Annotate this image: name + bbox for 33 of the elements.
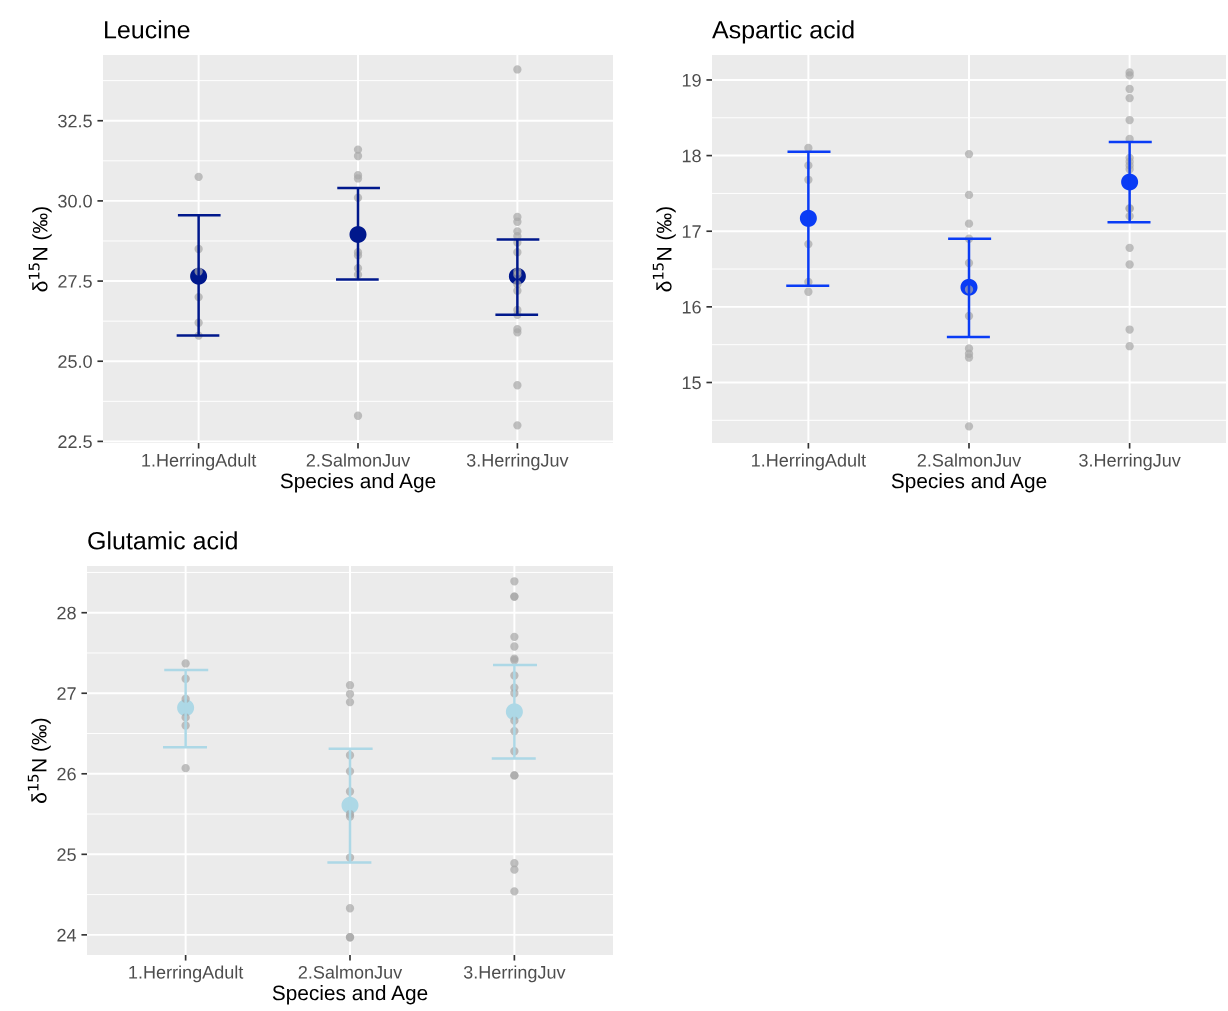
x-tick-label: 1.HerringAdult xyxy=(142,453,257,471)
x-tick-label: 2.SalmonJuv xyxy=(306,453,411,467)
y-axis-title: δ$^{15}$N (‰) xyxy=(28,207,52,292)
y-tick-label: 18 xyxy=(682,149,701,163)
chart-title: Aspartic acid xyxy=(712,20,854,44)
x-tick-label: 2.SalmonJuv xyxy=(298,965,403,979)
x-axis-title: Species and Age xyxy=(280,473,436,493)
x-tick-label: 1.HerringAdult xyxy=(129,965,244,983)
y-tick-label: 27.5 xyxy=(58,275,92,288)
y-tick-label: 24 xyxy=(57,928,77,942)
x-axis-title: Species and Age xyxy=(272,985,428,1005)
y-tick-label: 17 xyxy=(682,225,701,238)
y-axis-title: δ$^{15}$N (‰) xyxy=(27,718,51,803)
y-tick-label: 19 xyxy=(682,73,701,87)
chart-title: Glutamic acid xyxy=(88,531,237,550)
y-tick-label: 32.5 xyxy=(58,114,92,128)
y-tick-label: 22.5 xyxy=(58,435,92,449)
x-tick-label: 2.SalmonJuv xyxy=(917,453,1022,467)
x-tick-label: 3.HerringJuv xyxy=(466,453,569,471)
x-tick-label: 1.HerringAdult xyxy=(752,453,866,471)
y-axis-title: δ$^{15}$N (‰) xyxy=(652,207,676,292)
y-tick-label: 25.0 xyxy=(58,355,92,368)
y-tick-label: 30.0 xyxy=(58,194,92,208)
x-tick-label: 3.HerringJuv xyxy=(463,965,566,983)
y-tick-label: 27 xyxy=(57,687,76,700)
x-axis-title: Species and Age xyxy=(891,473,1047,493)
chart-title: Leucine xyxy=(105,20,190,39)
x-tick-label: 3.HerringJuv xyxy=(1079,453,1181,471)
y-tick-label: 25 xyxy=(57,848,76,862)
y-tick-label: 16 xyxy=(682,300,701,314)
y-tick-label: 28 xyxy=(57,606,76,620)
y-tick-label: 26 xyxy=(57,767,76,781)
y-tick-label: 15 xyxy=(682,376,701,390)
